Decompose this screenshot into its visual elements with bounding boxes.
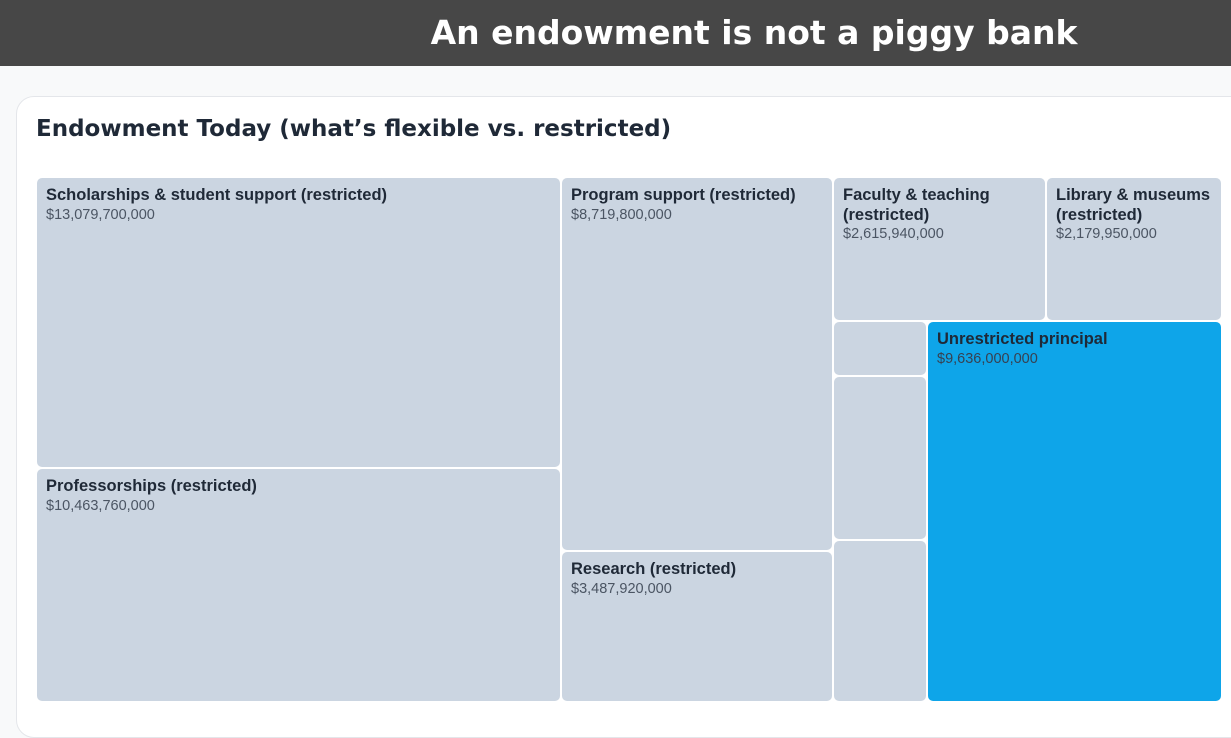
treemap-tile-label: Library & museums (restricted) <box>1056 186 1211 224</box>
treemap-tile-value: $10,463,760,000 <box>46 497 155 514</box>
treemap-tile-label: Professorships (restricted) <box>46 477 257 495</box>
treemap: Scholarships & student support (restrict… <box>36 177 1222 702</box>
treemap-tile-label: Program support (restricted) <box>571 186 796 204</box>
treemap-tile-unrestricted-principal[interactable]: Unrestricted principal $9,636,000,000 <box>927 321 1222 702</box>
treemap-tile-unlabeled-6[interactable] <box>833 321 927 376</box>
treemap-tile-value: $13,079,700,000 <box>46 206 155 223</box>
treemap-tile-value: $8,719,800,000 <box>571 206 672 223</box>
treemap-tile-faculty-and-teaching-restricted[interactable]: Faculty & teaching (restricted) $2,615,94… <box>833 177 1046 321</box>
treemap-tile-label: Unrestricted principal <box>937 330 1108 348</box>
header-bar: An endowment is not a piggy bank <box>0 0 1231 66</box>
treemap-tile-value: $9,636,000,000 <box>937 350 1038 367</box>
treemap-tile-value: $3,487,920,000 <box>571 580 672 597</box>
treemap-tile-value: $2,615,940,000 <box>843 226 944 242</box>
treemap-tile-scholarships-and-student-support-restricted[interactable]: Scholarships & student support (restrict… <box>36 177 561 468</box>
chart-title: Endowment Today (what’s flexible vs. res… <box>36 116 672 142</box>
treemap-tile-research-restricted[interactable]: Research (restricted) $3,487,920,000 <box>561 551 833 702</box>
treemap-tile-label: Faculty & teaching (restricted) <box>843 186 990 224</box>
treemap-tile-unlabeled-7[interactable] <box>833 376 927 540</box>
page-title: An endowment is not a piggy bank <box>430 13 1078 52</box>
treemap-tile-program-support-restricted[interactable]: Program support (restricted) $8,719,800,0… <box>561 177 833 551</box>
treemap-tile-library-and-museums-restricted[interactable]: Library & museums (restricted) $2,179,950… <box>1046 177 1222 321</box>
treemap-tile-label: Research (restricted) <box>571 560 737 578</box>
treemap-tile-value: $2,179,950,000 <box>1056 226 1157 242</box>
treemap-tile-label: Scholarships & student support (restrict… <box>46 186 388 204</box>
treemap-tile-unlabeled-8[interactable] <box>833 540 927 702</box>
treemap-tile-professorships-restricted[interactable]: Professorships (restricted) $10,463,760,0… <box>36 468 561 702</box>
